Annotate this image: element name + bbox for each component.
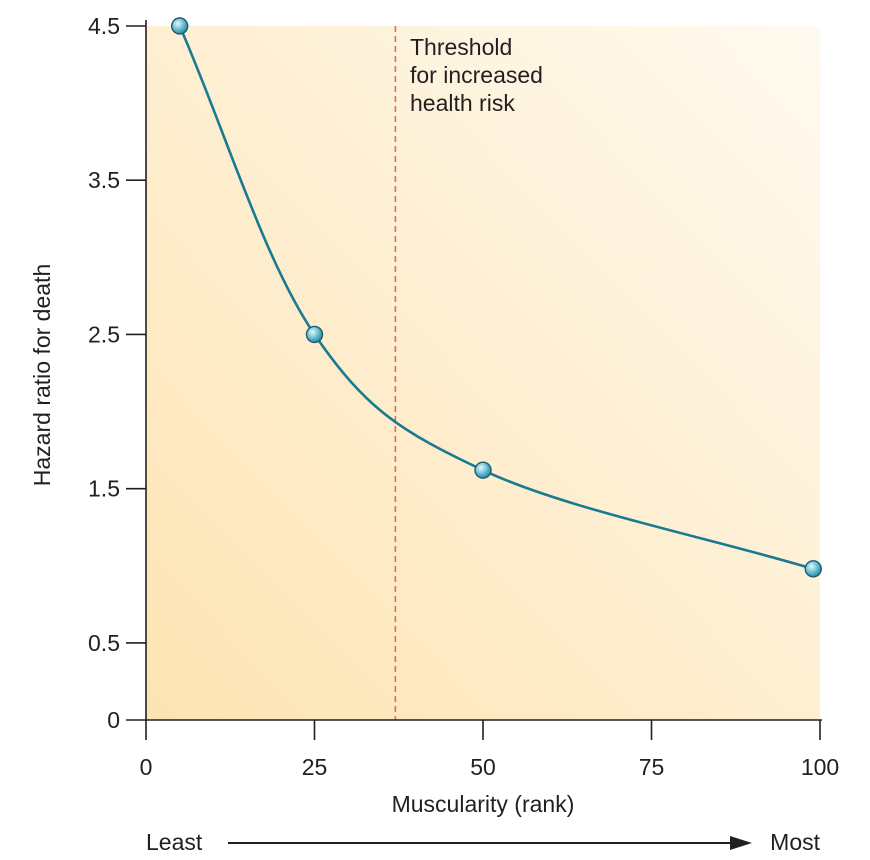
x-tick-label: 50 [470,754,496,780]
data-point [305,325,324,344]
y-tick-label: 3.5 [88,167,120,193]
y-axis-title: Hazard ratio for death [29,264,55,486]
x-tick-label: 25 [302,754,328,780]
data-point [170,17,189,35]
plot-background [146,26,820,720]
threshold-annotation: Threshold for increased health risk [410,34,543,116]
direction-indicator: Least Most [146,829,821,855]
data-point [474,461,492,479]
y-tick-label: 1.5 [88,476,120,502]
x-tick-label: 0 [140,754,153,780]
threshold-label-line-1: Threshold [410,34,512,60]
direction-arrow-head [730,836,752,850]
threshold-label-line-2: for increased [410,62,543,88]
y-tick-label: 0 [107,707,120,733]
direction-left-label: Least [146,829,203,855]
x-tick-label: 100 [801,754,839,780]
data-point [804,560,822,578]
y-tick-label: 0.5 [88,630,120,656]
y-tick-label: 4.5 [88,13,120,39]
y-tick-label: 2.5 [88,321,120,347]
direction-right-label: Most [770,829,820,855]
x-tick-label: 75 [639,754,665,780]
threshold-label-line-3: health risk [410,90,515,116]
y-axis-ticks: 0 0.5 1.5 2.5 3.5 4.5 [88,13,146,733]
series-line [178,25,814,571]
x-axis-ticks: 0 25 50 75 100 [140,720,839,780]
x-axis-title: Muscularity (rank) [392,791,575,817]
data-markers [170,17,822,578]
